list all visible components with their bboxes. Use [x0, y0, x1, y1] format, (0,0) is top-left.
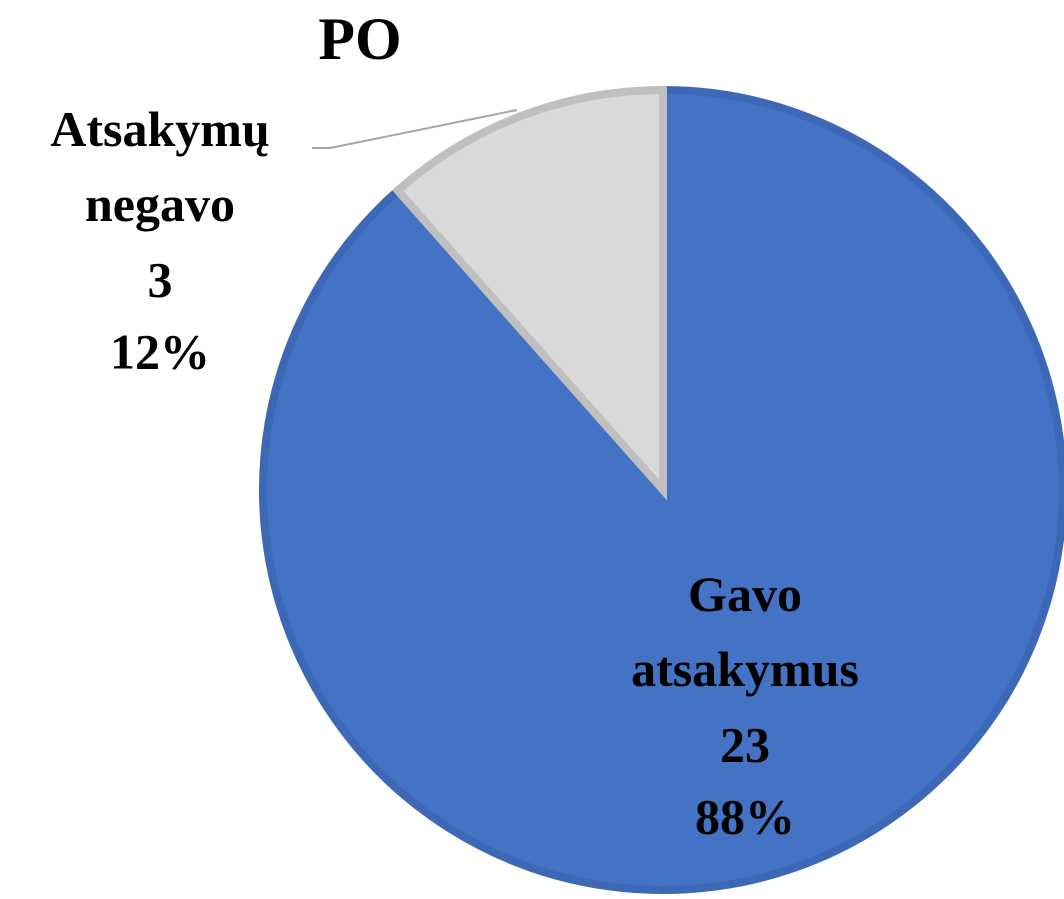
data-label-percent: 12%: [110, 323, 210, 379]
chart-title: PO: [318, 6, 401, 72]
data-label-name: Atsakymų negavo: [50, 101, 269, 232]
pie-slice: [392, 85, 667, 501]
data-label-percent: 88%: [695, 788, 795, 844]
data-label-name: Gavo atsakymus: [631, 566, 859, 697]
leader-line: [312, 109, 518, 149]
data-label-value: 23: [720, 716, 770, 772]
data-label-value: 3: [148, 251, 173, 307]
